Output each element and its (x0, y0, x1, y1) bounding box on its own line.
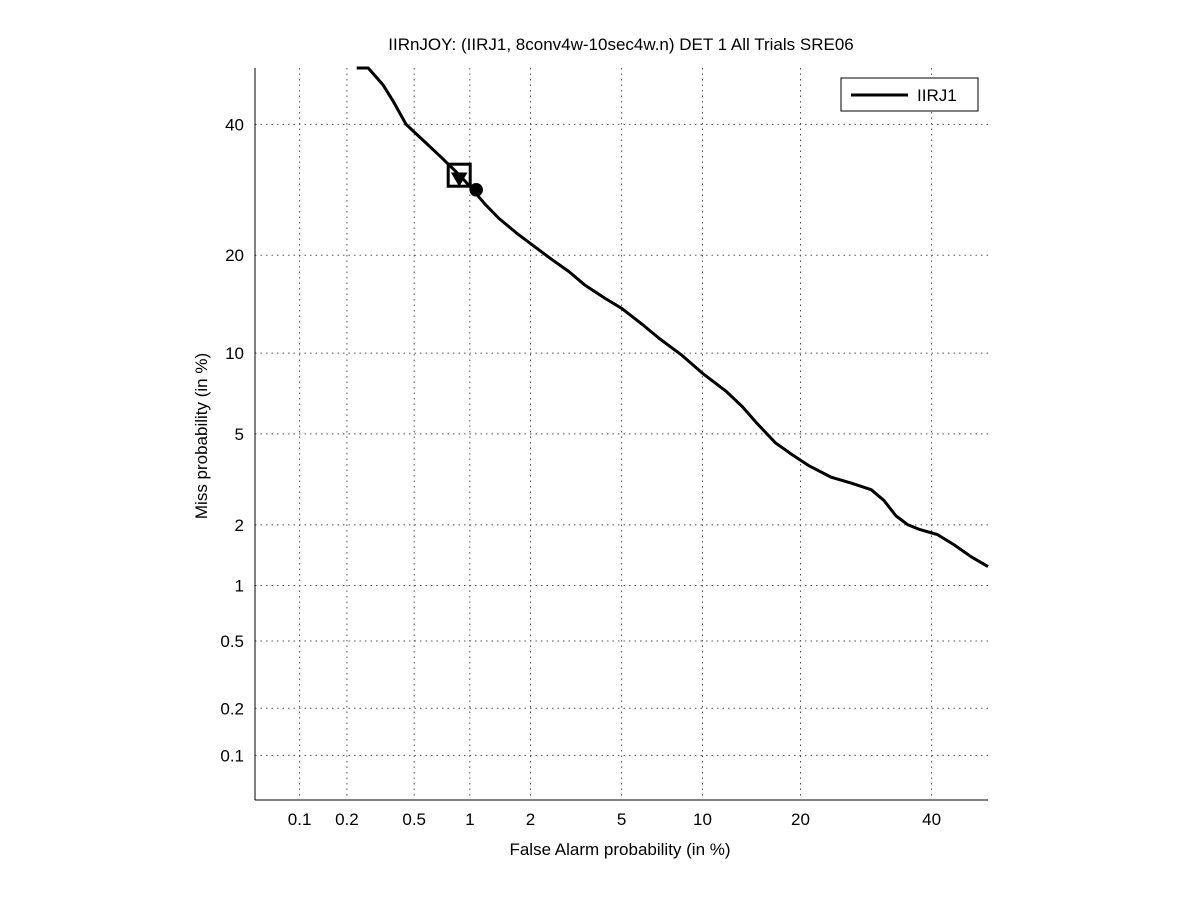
y-axis-title: Miss probability (in %) (192, 353, 211, 519)
y-tick-label: 10 (225, 344, 244, 363)
y-tick-label: 40 (225, 115, 244, 134)
chart-title: IIRnJOY: (IIRJ1, 8conv4w-10sec4w.n) DET … (388, 35, 853, 54)
grid-lines (255, 68, 988, 800)
x-tick-label: 5 (617, 810, 626, 829)
x-tick-label: 20 (791, 810, 810, 829)
x-tick-labels: 0.1 0.2 0.5 1 2 5 10 20 40 (288, 810, 941, 829)
x-tick-label: 40 (922, 810, 941, 829)
y-tick-label: 5 (235, 425, 244, 444)
x-tick-label: 0.1 (288, 810, 312, 829)
y-tick-label: 0.2 (220, 699, 244, 718)
y-tick-label: 2 (235, 516, 244, 535)
x-tick-label: 2 (526, 810, 535, 829)
x-tick-label: 0.5 (402, 810, 426, 829)
operating-point-markers (446, 162, 483, 197)
y-tick-label: 0.1 (220, 746, 244, 765)
legend: IIRJ1 (840, 77, 979, 112)
y-tick-labels: 0.1 0.2 0.5 1 2 5 10 20 40 (220, 115, 244, 765)
axes (254, 68, 988, 801)
y-tick-label: 20 (225, 246, 244, 265)
x-tick-label: 10 (693, 810, 712, 829)
eer-circle-point-marker (469, 183, 483, 197)
x-axis-title: False Alarm probability (in %) (509, 840, 730, 859)
y-tick-label: 1 (235, 577, 244, 596)
min-dcf-point-marker (450, 172, 468, 187)
y-tick-label: 0.5 (220, 632, 244, 651)
series-line-iirj1 (356, 66, 989, 568)
x-tick-label: 1 (465, 810, 474, 829)
x-tick-label: 0.2 (335, 810, 359, 829)
legend-label-iirj1: IIRJ1 (917, 86, 957, 105)
